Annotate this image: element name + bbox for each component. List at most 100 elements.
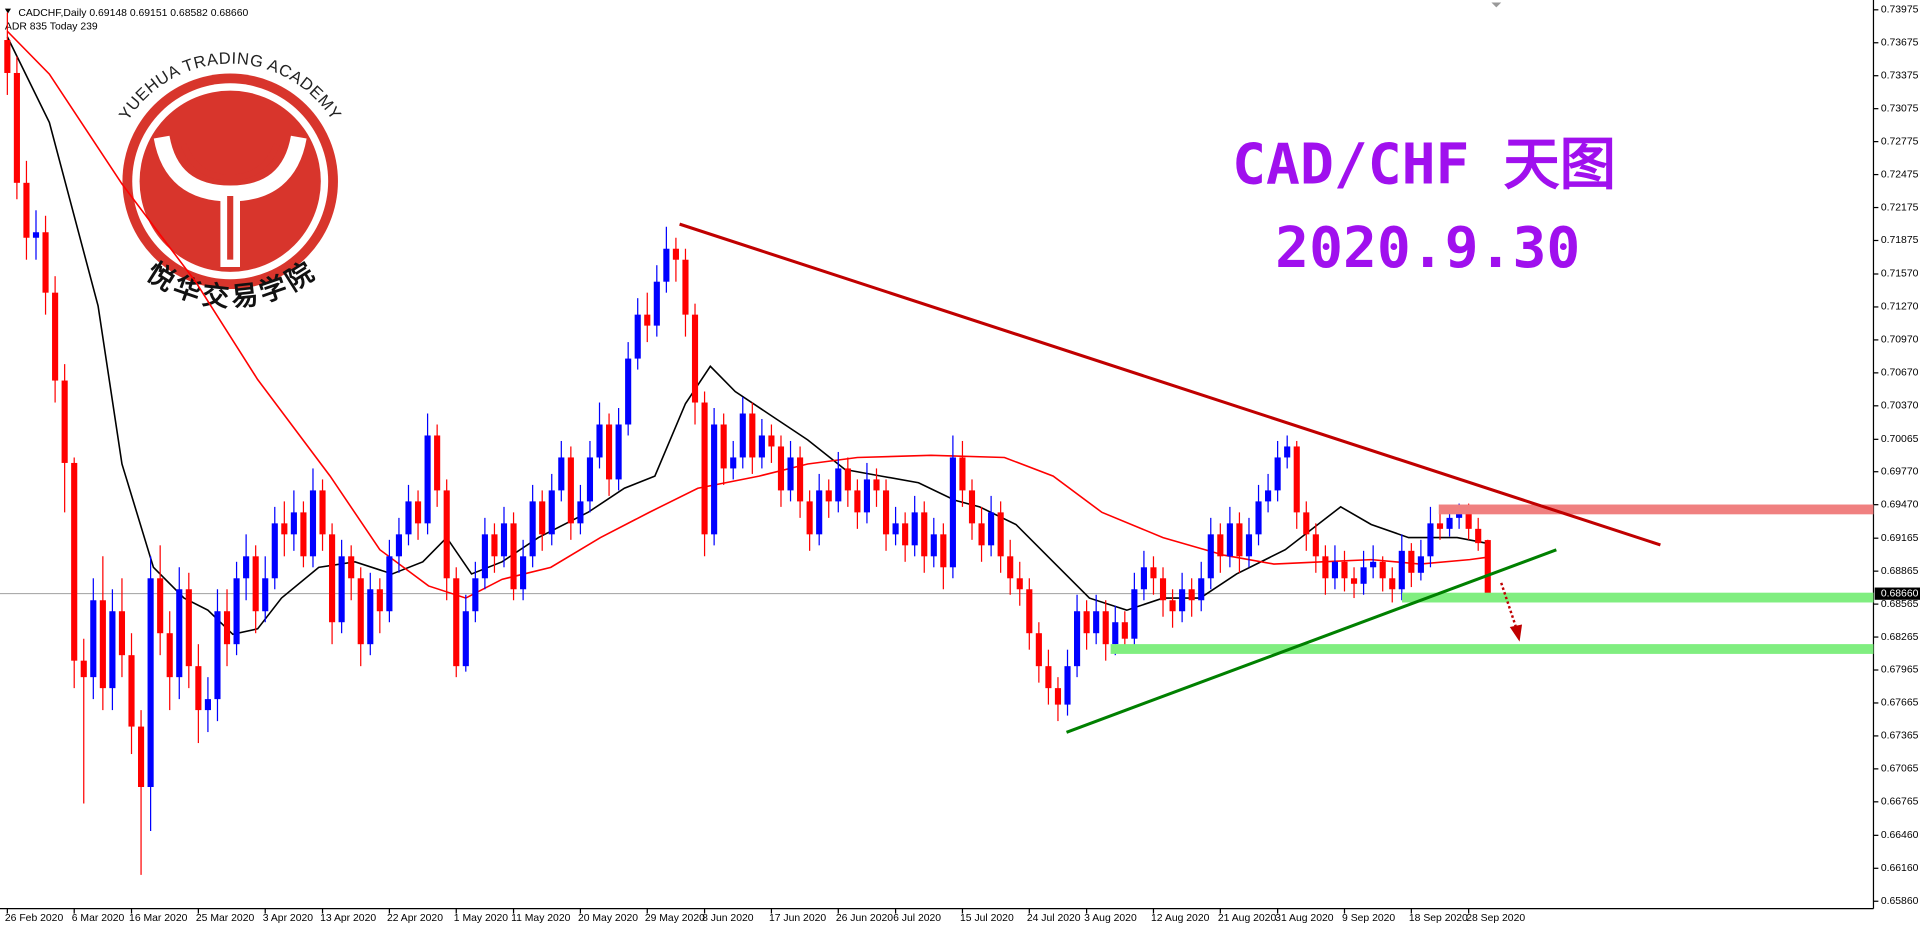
candle-body — [1026, 589, 1033, 634]
candle-body — [1121, 622, 1128, 639]
candle-body — [749, 413, 756, 458]
candle-body — [462, 611, 469, 667]
candle-body — [625, 358, 632, 425]
candle-body — [1360, 567, 1367, 584]
candle-body — [1293, 446, 1300, 513]
x-tick-label: 22 Apr 2020 — [387, 913, 443, 924]
candle-body — [873, 479, 880, 491]
candle-body — [195, 666, 202, 711]
candle-body — [902, 523, 909, 546]
watermark-date: 2020.9.30 — [1275, 216, 1580, 281]
candle-body — [472, 578, 479, 612]
x-tick-label: 17 Jun 2020 — [769, 913, 826, 924]
resistance-zone — [1438, 504, 1874, 515]
candle-body — [1484, 540, 1491, 594]
y-tick-label: 0.71270 — [1881, 302, 1919, 313]
candle-body — [128, 655, 135, 727]
y-tick-label: 0.72475 — [1881, 169, 1919, 180]
candle-body — [414, 501, 422, 524]
candle-body — [99, 600, 106, 689]
candle-body — [606, 424, 613, 480]
candle-body — [357, 578, 364, 645]
x-tick-label: 6 Jul 2020 — [893, 913, 941, 924]
candle-body — [1007, 556, 1014, 579]
watermark-title: CAD/CHF 天图 — [1232, 133, 1616, 198]
logo-disc — [139, 90, 321, 272]
candle-body — [80, 660, 87, 678]
candle-body — [1398, 550, 1405, 590]
candle-body — [1303, 512, 1310, 535]
y-tick-label: 0.66160 — [1881, 863, 1919, 874]
candle-body — [1226, 523, 1233, 557]
x-tick-label: 6 Mar 2020 — [72, 913, 125, 924]
candle-body — [1465, 512, 1472, 529]
logo: YUEHUA TRADING ACADEMY 悦华交易学院 — [115, 49, 345, 313]
candle-body — [1456, 512, 1463, 518]
x-tick-label: 3 Apr 2020 — [263, 913, 313, 924]
candle-body — [1207, 534, 1214, 579]
candle-body — [787, 457, 794, 491]
x-tick-label: 13 Apr 2020 — [320, 913, 376, 924]
candle-body — [405, 501, 412, 535]
candle-body — [147, 578, 154, 787]
candle-body — [262, 578, 269, 612]
y-tick-label: 0.71570 — [1881, 269, 1919, 280]
candle-body — [290, 512, 297, 535]
candle-body — [711, 424, 718, 535]
candle-body — [309, 490, 317, 557]
candle-body — [1159, 578, 1167, 601]
candle-body — [1350, 578, 1358, 584]
up-trendline — [1065, 548, 1557, 734]
candle-body — [644, 314, 651, 326]
drawings — [679, 222, 1874, 734]
candle-body — [997, 512, 1004, 557]
candle-body — [586, 457, 594, 502]
x-tick-label: 31 Aug 2020 — [1275, 913, 1334, 924]
candle-body — [1074, 611, 1081, 667]
candle-body — [319, 490, 326, 535]
candle-body — [1131, 589, 1138, 639]
shift-marker — [1491, 2, 1502, 8]
candle-body — [348, 556, 355, 579]
y-tick-label: 0.73075 — [1881, 103, 1919, 114]
candle-body — [376, 589, 383, 612]
candle-body — [1370, 561, 1377, 568]
y-tick-label: 0.67065 — [1881, 764, 1919, 775]
candle-body — [1112, 622, 1119, 645]
candle-body — [844, 468, 851, 491]
candle-body — [682, 259, 689, 315]
candle-body — [567, 457, 574, 524]
x-tick-label: 12 Aug 2020 — [1151, 913, 1210, 924]
candle-body — [854, 490, 861, 513]
x-tick-label: 16 Mar 2020 — [129, 913, 188, 924]
y-tick-label: 0.72175 — [1881, 202, 1919, 213]
candle-body — [329, 534, 336, 623]
candle-body — [988, 512, 995, 546]
candle-body — [386, 556, 393, 612]
header-info: CADCHF,Daily 0.69148 0.69151 0.68582 0.6… — [18, 8, 248, 19]
x-tick-label: 20 May 2020 — [578, 913, 638, 924]
candle-body — [1255, 501, 1262, 535]
candle-body — [71, 462, 78, 661]
candle-body — [1436, 523, 1444, 529]
candle-body — [1169, 600, 1176, 612]
y-tick-label: 0.70670 — [1881, 368, 1919, 379]
header-toggle[interactable] — [4, 8, 12, 14]
y-tick-label: 0.73975 — [1881, 5, 1919, 16]
candle-body — [204, 699, 211, 711]
y-tick-label: 0.70370 — [1881, 401, 1919, 412]
candle-body — [1064, 666, 1071, 705]
y-tick-label: 0.71875 — [1881, 235, 1919, 246]
y-tick-label: 0.73675 — [1881, 38, 1919, 49]
y-tick-label: 0.73375 — [1881, 70, 1919, 81]
candle-body — [663, 248, 670, 282]
candle-body — [90, 600, 97, 678]
candle-body — [797, 457, 804, 502]
moving-average — [6, 30, 1486, 599]
support-zone — [1402, 592, 1874, 603]
candle-body — [1236, 523, 1243, 557]
candle-body — [1102, 611, 1109, 645]
y-tick-label: 0.68265 — [1881, 632, 1919, 643]
candle-body — [1417, 556, 1424, 573]
